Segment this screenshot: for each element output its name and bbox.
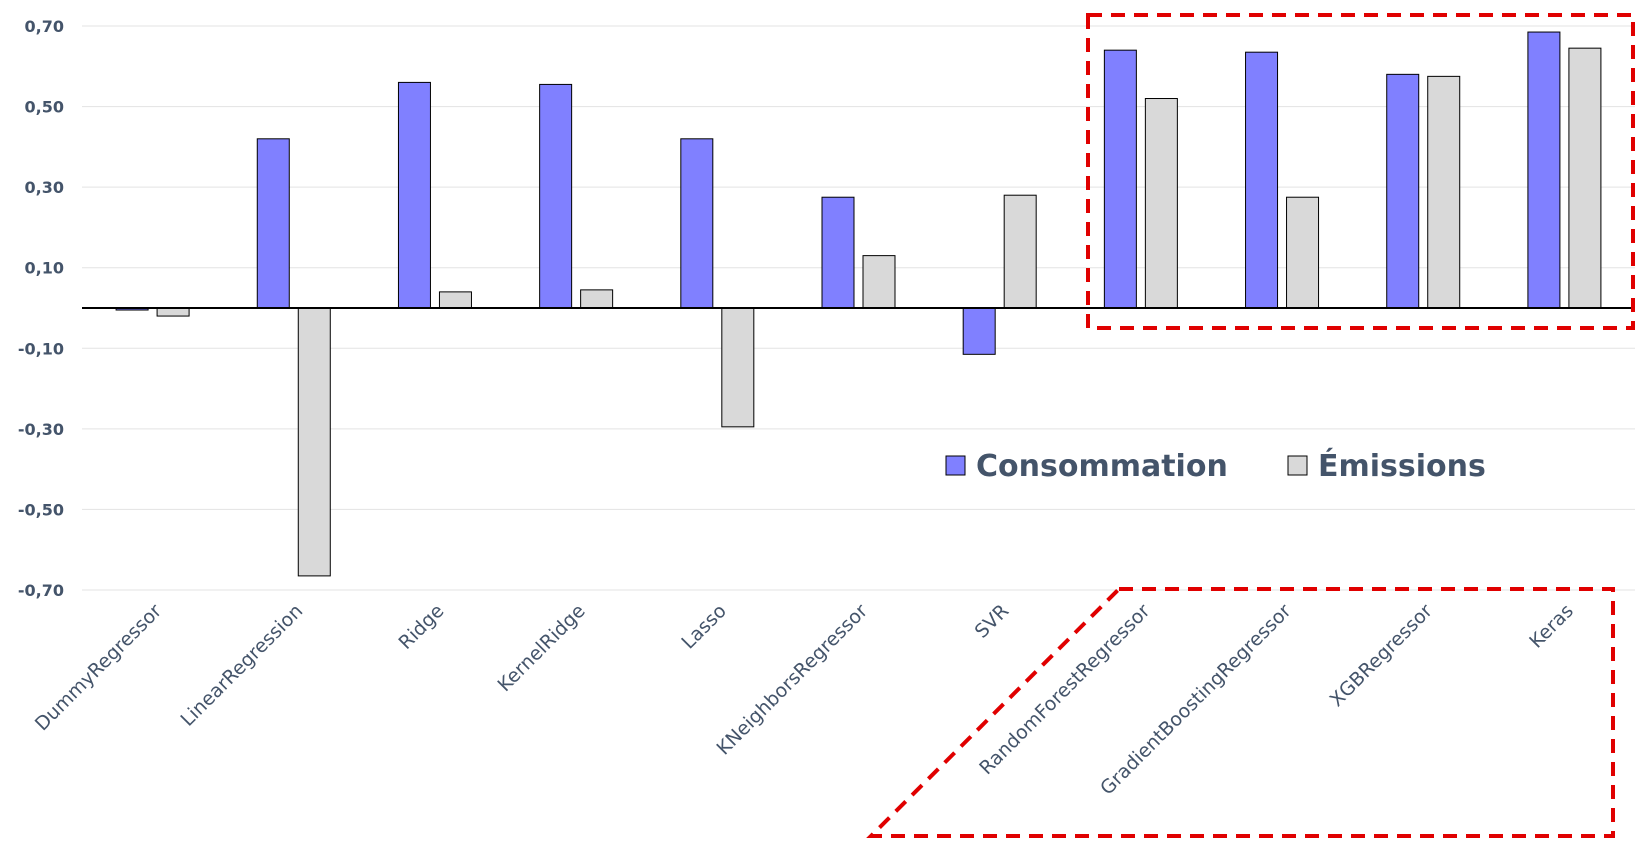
bar-consommation-keras (1527, 31, 1561, 309)
bar-emissions-dummyregressor (156, 307, 190, 317)
highlight-box-labels (866, 587, 1615, 838)
legend-swatch-emissions (1287, 455, 1308, 476)
y-tick-label: -0,10 (18, 339, 64, 358)
bar-consommation-xgbregressor (1386, 73, 1420, 309)
bar-emissions-kneighborsregressor (862, 255, 896, 309)
legend-swatch-consommation (945, 455, 966, 476)
x-tick-label: LinearRegression (177, 600, 308, 731)
y-tick-label: 0,70 (25, 17, 64, 36)
y-tick-label: -0,30 (18, 420, 64, 439)
legend-label-emissions: Émissions (1318, 448, 1486, 484)
bar-consommation-ridge (397, 81, 431, 309)
x-tick-label: XGBRegressor (1326, 600, 1437, 711)
bar-emissions-xgbregressor (1427, 75, 1461, 309)
bar-emissions-ridge (438, 291, 472, 309)
y-axis-ticks: 0,70 0,50 0,30 0,10 -0,10 -0,30 -0,50 -0,70 (18, 17, 64, 600)
bar-emissions-gradientboostingregressor (1286, 196, 1320, 309)
y-tick-label: 0,50 (25, 98, 64, 117)
bar-emissions-lasso (721, 307, 755, 428)
x-tick-label: DummyRegressor (31, 600, 166, 735)
y-tick-label: 0,10 (25, 259, 64, 278)
x-tick-label: Lasso (677, 600, 730, 653)
bar-consommation-lasso (680, 138, 714, 309)
gridlines (82, 25, 1635, 591)
bars (115, 31, 1602, 577)
highlight-box-bars (1086, 13, 1635, 330)
legend-label-consommation: Consommation (976, 449, 1228, 484)
x-axis-ticks: DummyRegressor LinearRegression Ridge Kerne… (31, 600, 1578, 800)
bar-consommation-svr (962, 307, 996, 355)
bar-emissions-keras (1568, 47, 1602, 309)
bar-consommation-randomforestregressor (1103, 49, 1137, 309)
x-tick-label: SVR (971, 600, 1014, 643)
bar-consommation-kernelridge (539, 83, 573, 309)
bar-emissions-randomforestregressor (1144, 98, 1178, 309)
x-tick-label: KNeighborsRegressor (713, 600, 873, 760)
x-tick-label: Ridge (395, 600, 449, 654)
bar-emissions-linearregression (297, 307, 331, 577)
y-tick-label: 0,30 (25, 178, 64, 197)
bar-consommation-gradientboostingregressor (1245, 51, 1279, 309)
bar-emissions-kernelridge (580, 289, 614, 309)
bar-consommation-kneighborsregressor (821, 196, 855, 309)
y-tick-label: -0,70 (18, 581, 64, 600)
bar-consommation-linearregression (256, 138, 290, 309)
x-tick-label: Keras (1525, 600, 1578, 653)
y-tick-label: -0,50 (18, 500, 64, 519)
legend: Consommation Émissions (945, 448, 1486, 484)
x-tick-label: KernelRidge (494, 600, 590, 696)
bar-emissions-svr (1003, 194, 1037, 309)
highlight-annotations (866, 13, 1635, 838)
